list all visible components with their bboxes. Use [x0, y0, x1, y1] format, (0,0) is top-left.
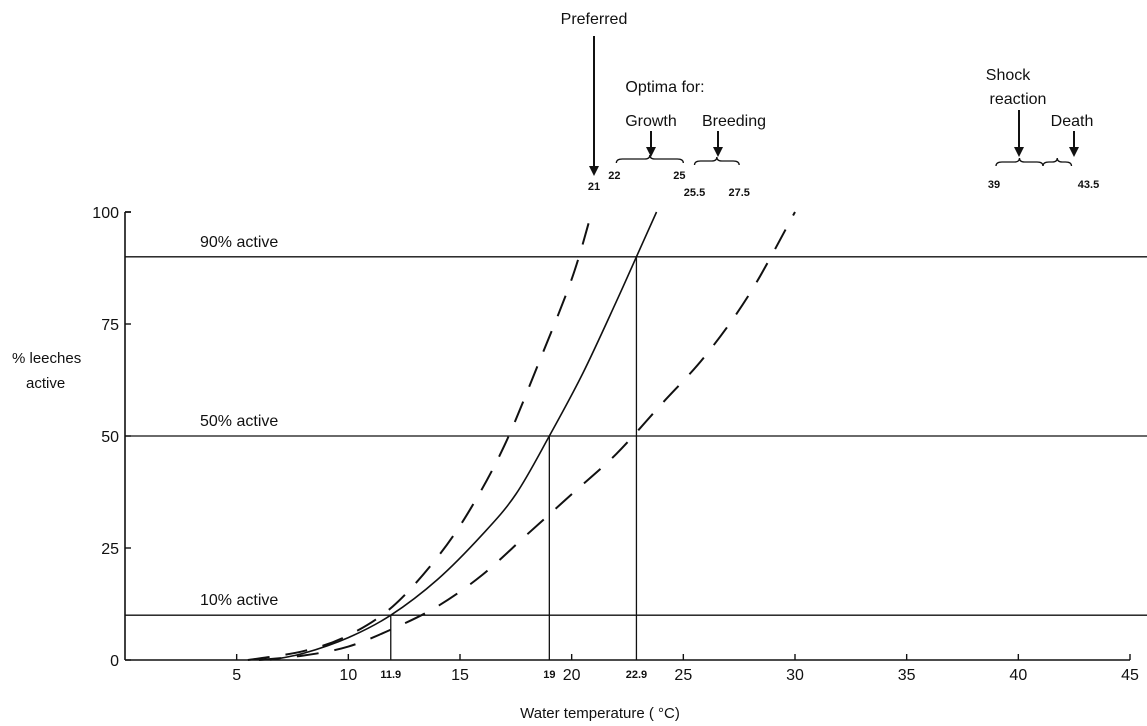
breeding-arrow-head [713, 147, 723, 157]
threshold-lines: 11.9 19 22.9 [380, 256, 647, 681]
death-brace [1042, 157, 1073, 167]
axes: 5 10 15 20 25 30 35 40 45 0 25 50 75 100 [92, 205, 1139, 684]
reference-label-10: 10% active [200, 592, 278, 609]
x-tick-label-25: 25 [674, 667, 692, 684]
death-high-label: 43.5 [1078, 179, 1099, 191]
y-tick-label-0: 0 [110, 653, 119, 670]
shock-label-line-2: reaction [990, 91, 1047, 108]
shock-label-line-1: Shock [986, 67, 1031, 84]
y-tick-label-75: 75 [101, 317, 119, 334]
threshold-label-19: 19 [543, 669, 555, 681]
x-tick-label-45: 45 [1121, 667, 1139, 684]
y-tick-label-50: 50 [101, 429, 119, 446]
x-tick-label-40: 40 [1009, 667, 1027, 684]
threshold-label-22.9: 22.9 [626, 669, 647, 681]
x-tick-label-35: 35 [898, 667, 916, 684]
reference-label-50: 50% active [200, 413, 278, 430]
reference-label-90: 90% active [200, 234, 278, 251]
preferred-arrow-head [589, 166, 599, 176]
death-arrow-head [1069, 147, 1079, 157]
death-label: Death [1051, 113, 1094, 130]
breeding-high-label: 27.5 [728, 187, 749, 199]
shock-brace [995, 157, 1044, 167]
breeding-label: Breeding [702, 113, 766, 130]
x-tick-label-5: 5 [232, 667, 241, 684]
x-axis-title: Water temperature ( °C) [520, 705, 680, 722]
annotations: Preferred 21 Optima for: Growth 22 25 Breeding… [561, 11, 1100, 199]
x-tick-label-15: 15 [451, 667, 469, 684]
breeding-low-label: 25.5 [684, 187, 705, 199]
x-tick-label-10: 10 [339, 667, 357, 684]
shock-arrow-head [1014, 147, 1024, 157]
data-series [247, 211, 796, 661]
series-line-2-dashed [247, 211, 593, 661]
y-axis-title-line-1: % leeches [12, 350, 81, 367]
growth-label: Growth [625, 113, 677, 130]
growth-arrow-head [646, 147, 656, 157]
preferred-value-label: 21 [588, 181, 600, 193]
breeding-brace [693, 156, 740, 166]
growth-brace [615, 154, 684, 164]
series-line-3-dashed [258, 211, 796, 661]
preferred-label: Preferred [561, 11, 628, 28]
y-tick-label-25: 25 [101, 541, 119, 558]
shock-low-label: 39 [988, 179, 1000, 191]
x-tick-label-20: 20 [563, 667, 581, 684]
y-tick-label-100: 100 [92, 205, 119, 222]
x-tick-label-30: 30 [786, 667, 804, 684]
growth-low-label: 22 [608, 170, 620, 182]
threshold-label-11.9: 11.9 [380, 669, 401, 681]
series-line-1-solid [270, 211, 658, 661]
y-axis-title-line-2: active [26, 375, 65, 392]
growth-high-label: 25 [673, 170, 685, 182]
optima-title: Optima for: [625, 79, 704, 96]
